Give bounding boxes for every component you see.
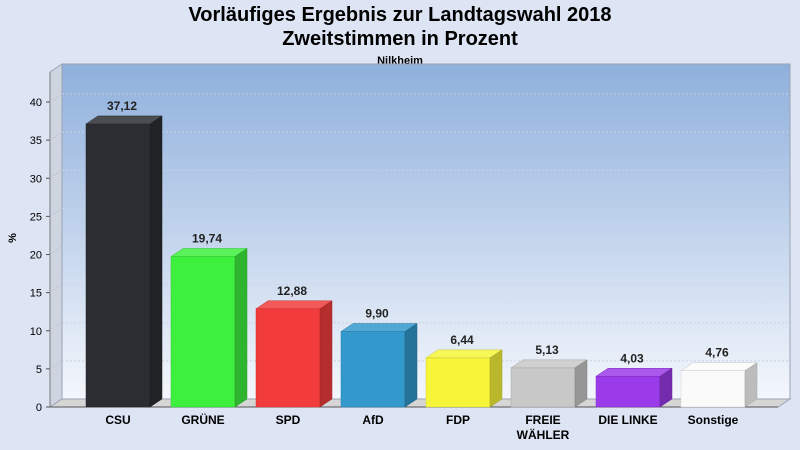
y-tick-label: 15 — [30, 288, 42, 300]
bar-side — [234, 248, 248, 408]
category-label: AfD — [362, 413, 384, 427]
category-label: FREIE WÄHLER — [517, 413, 570, 442]
bar-side — [489, 349, 503, 408]
value-label: 4,03 — [620, 351, 644, 365]
category-label: Sonstige — [688, 413, 739, 427]
bar-front — [510, 367, 576, 408]
bar-fdp — [425, 349, 503, 408]
bar-front — [170, 256, 236, 408]
grid-line-side — [49, 322, 63, 332]
y-tick-label: 10 — [30, 326, 42, 338]
value-label: 6,44 — [450, 333, 474, 347]
category-label: SPD — [276, 413, 301, 427]
bar-top — [85, 115, 163, 125]
bar-top — [255, 300, 333, 310]
bar-top — [595, 368, 673, 377]
value-label: 12,88 — [277, 284, 307, 298]
x-axis-labels: CSU GRÜNE SPD AfD FDP FREIE WÄHLER DIE LINKE Son… — [105, 412, 738, 442]
bar-side — [574, 359, 588, 408]
plot-floor — [48, 398, 792, 408]
y-tick-label: 0 — [36, 402, 42, 414]
bar-front — [680, 370, 746, 408]
grid-line-side — [49, 131, 63, 141]
plot-left-wall — [49, 63, 63, 408]
category-label: CSU — [105, 413, 130, 427]
grid-line-side — [49, 246, 63, 255]
bar-side — [744, 362, 758, 408]
chart-subtitle: Zweitstimmen in Prozent — [282, 28, 518, 50]
bar-grüne — [170, 248, 248, 408]
bar-sonstige — [680, 362, 758, 408]
y-tick-label: 35 — [30, 135, 42, 147]
bar-front — [595, 376, 661, 408]
bar-top — [425, 349, 503, 359]
category-label: DIE LINKE — [598, 413, 657, 427]
bar-front — [340, 331, 406, 408]
y-tick-label: 5 — [36, 364, 42, 376]
bar-side — [149, 115, 163, 408]
bar-top — [170, 248, 248, 257]
y-tick-label: 25 — [30, 211, 42, 223]
y-tick-label: 30 — [30, 173, 42, 185]
value-label: 4,76 — [705, 346, 729, 360]
bar-side — [659, 367, 673, 408]
value-labels: 37,12 19,74 12,88 9,90 6,44 5,13 4,03 4,76 — [107, 99, 729, 365]
value-label: 37,12 — [107, 99, 137, 113]
grid-line-side — [49, 284, 63, 294]
y-tick-label: 40 — [30, 97, 42, 109]
value-label: 5,13 — [535, 343, 559, 357]
grid-line-side — [49, 360, 63, 370]
bar-top — [680, 362, 758, 371]
bar-freie-wähler — [510, 359, 588, 408]
grid-line-side — [49, 93, 63, 103]
value-label: 19,74 — [192, 231, 222, 245]
grid-line-side — [49, 169, 63, 179]
bar-spd — [255, 300, 333, 408]
bar-csu — [85, 115, 163, 408]
bar-top — [340, 323, 418, 332]
bar-front — [255, 308, 321, 408]
bars — [85, 115, 758, 408]
bar-top — [510, 359, 588, 369]
bar-afd — [340, 323, 418, 408]
chart-title: Vorläufiges Ergebnis zur Landtagswahl 20… — [188, 4, 612, 26]
category-label: GRÜNE — [181, 412, 224, 427]
bar-front — [85, 123, 151, 408]
bar-side — [404, 323, 418, 408]
grid-line-side — [49, 207, 63, 217]
category-label: FDP — [446, 413, 470, 427]
bar-side — [319, 300, 333, 408]
bar-die-linke — [595, 367, 673, 408]
bar-front — [425, 357, 491, 408]
y-axis-ticks: 0 5 10 15 20 25 30 35 40 — [30, 97, 50, 414]
value-label: 9,90 — [365, 307, 389, 321]
y-tick-label: 20 — [30, 250, 42, 262]
